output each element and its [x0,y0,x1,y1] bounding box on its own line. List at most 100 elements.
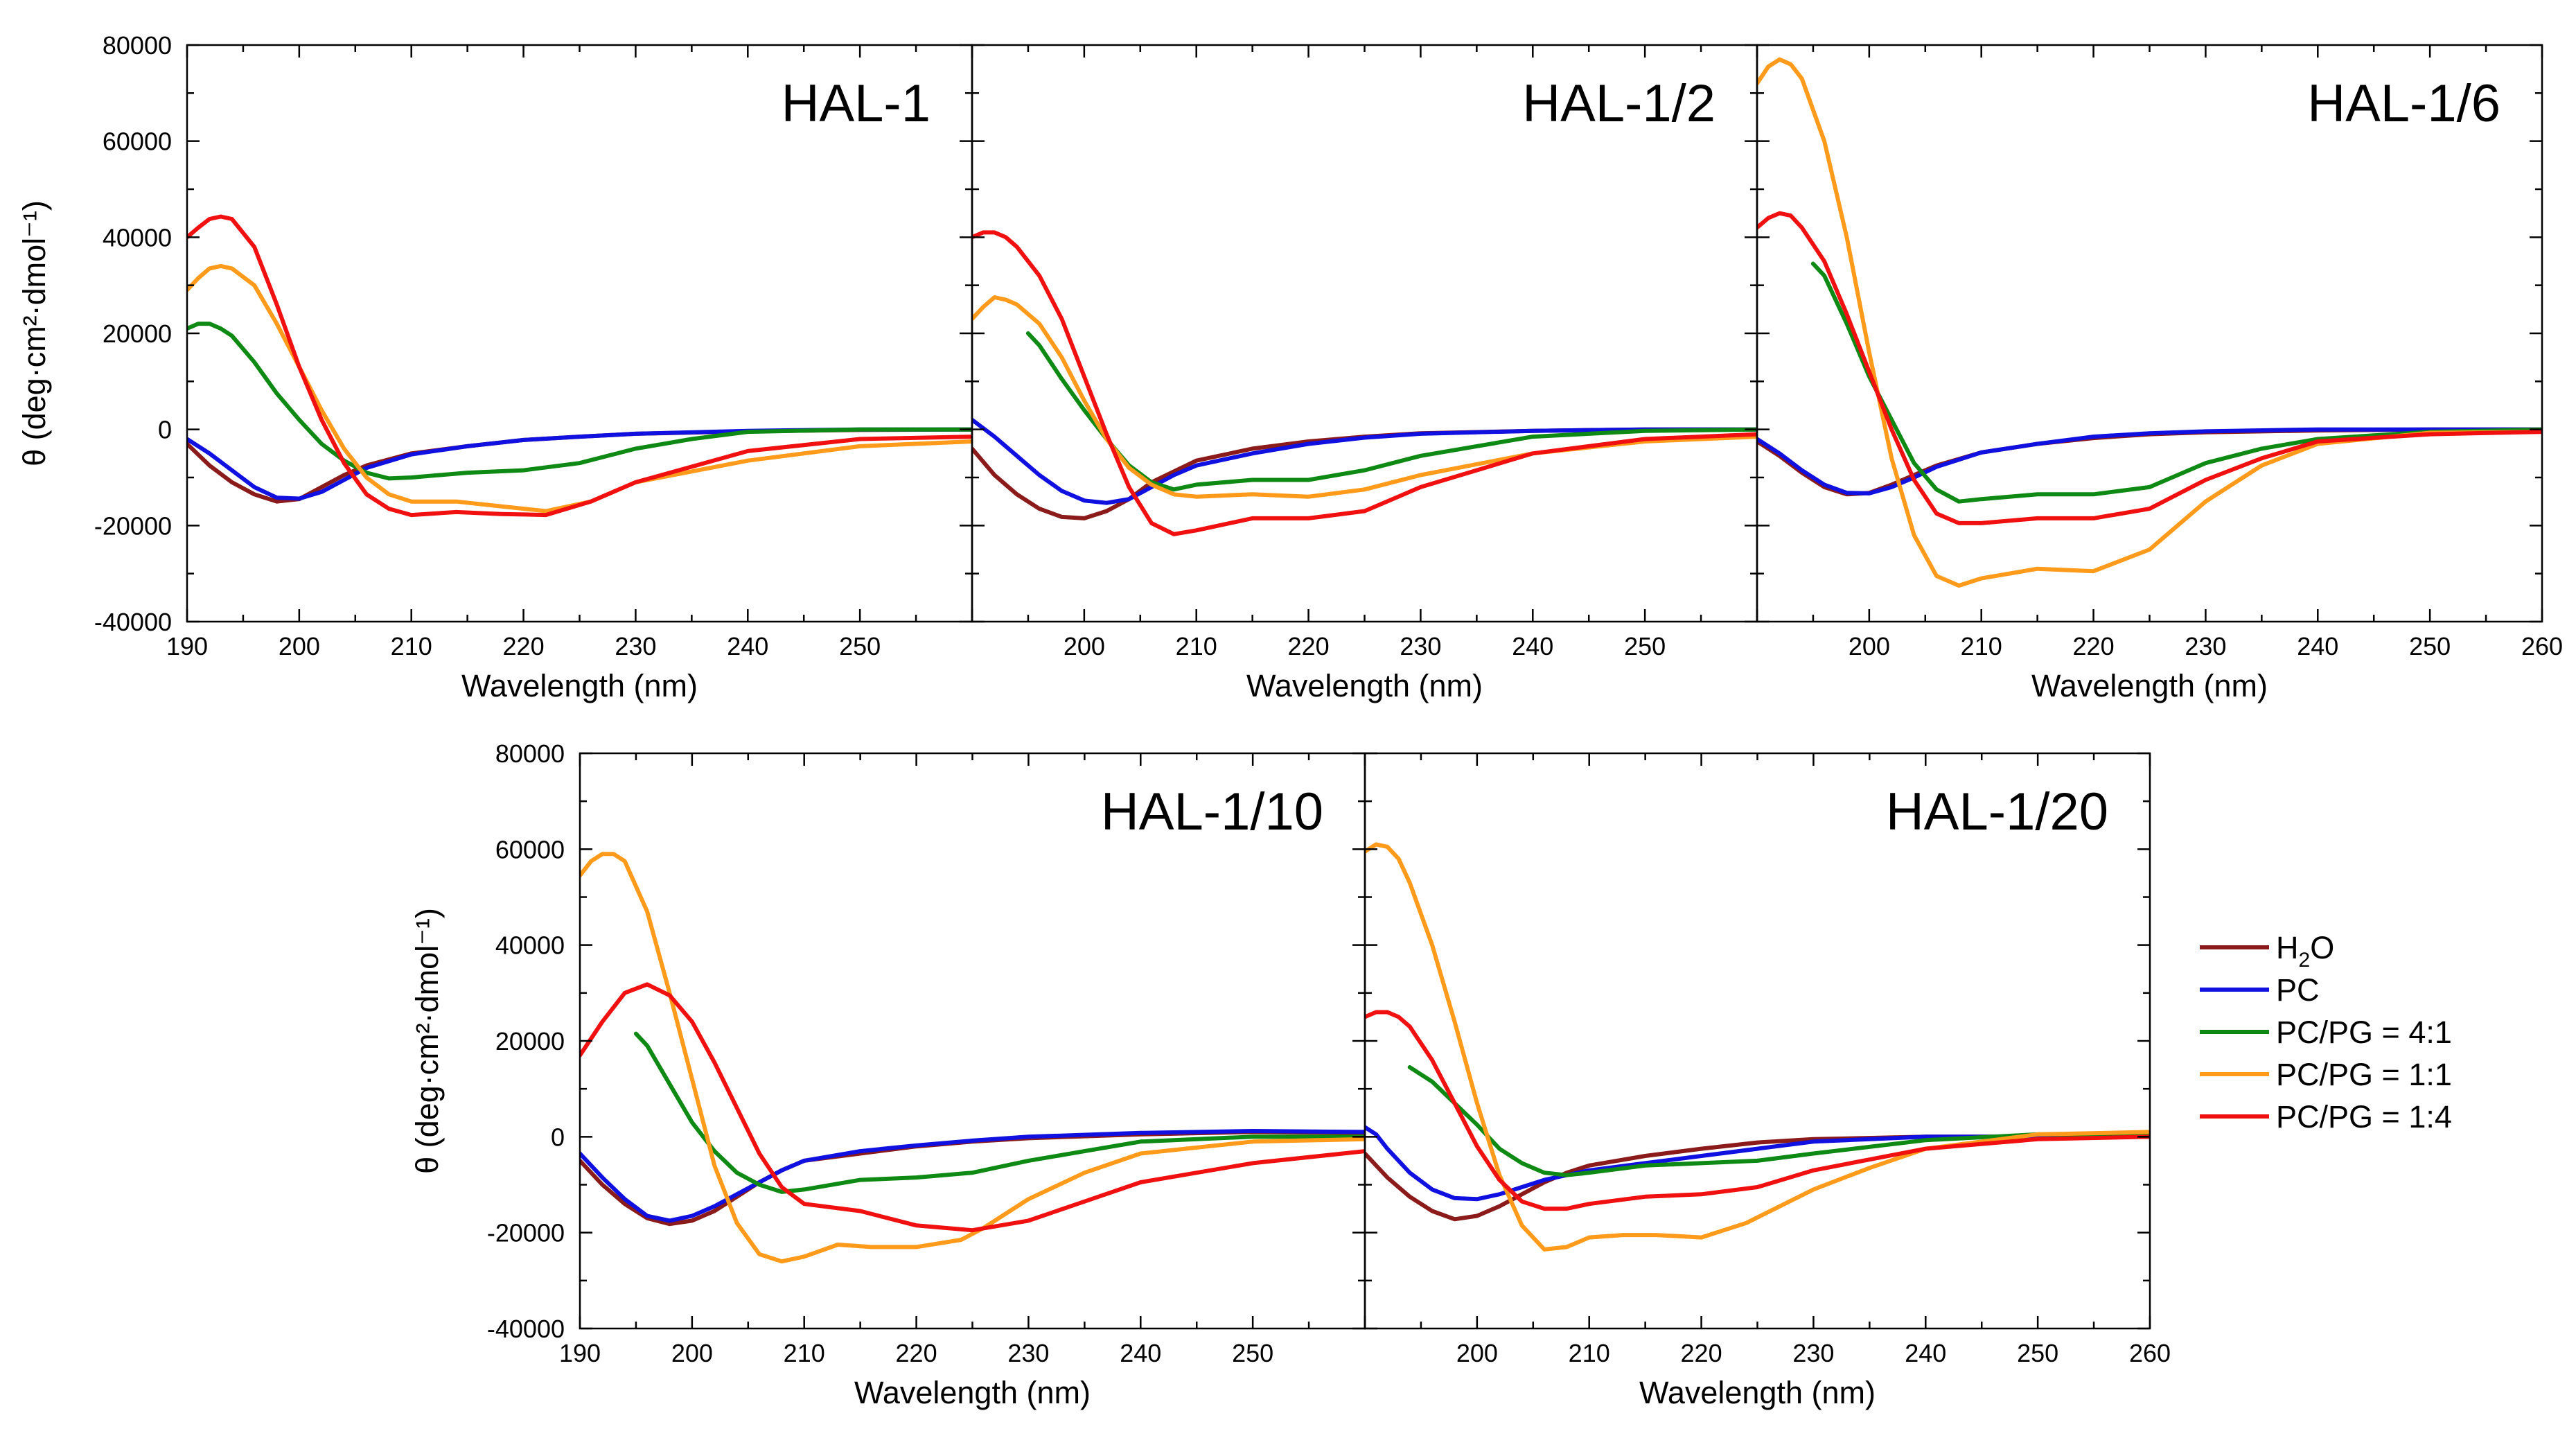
series-group [972,230,1757,536]
y-axis-title: θ (deg·cm²·dmol⁻¹) [409,908,445,1174]
series-line-pcpg11 [187,263,972,514]
panel-title: HAL-1 [782,74,930,133]
series-line-pcpg41 [1407,1065,2150,1177]
panel-title: HAL-1/10 [1101,782,1323,841]
series-line-pc [187,427,972,501]
series-group [187,214,972,518]
x-tick-label: 210 [1569,1339,1610,1367]
x-tick-label: 240 [2297,632,2338,660]
series-group [1757,57,2542,588]
x-tick-label: 230 [1792,1339,1834,1367]
panel-p4: 190 200 210 220 230 240 250 Wavelength (nm) 8000… [409,739,1366,1410]
y-tick-label: -40000 [94,608,172,636]
series-line-h2o [1757,427,2542,497]
x-tick-label: 250 [2409,632,2451,660]
legend-item-h2o: H2O [2200,930,2334,972]
series-line-pcpg11 [1365,842,2150,1252]
x-tick-label: 200 [1064,632,1105,660]
series-line-pcpg14 [187,214,972,518]
x-tick-label: 250 [1232,1339,1273,1367]
y-tick-label: 40000 [103,223,172,252]
x-tick-label: 200 [1849,632,1890,660]
panel-title: HAL-1/6 [2307,74,2500,133]
series-line-pcpg41 [187,322,972,481]
series-line-h2o [580,1130,1365,1227]
y-tick-label: -40000 [487,1315,565,1343]
series-group [580,852,1365,1264]
y-tick-label: 20000 [103,319,172,348]
series-line-pc [580,1129,1365,1223]
y-tick-label: 0 [551,1123,565,1151]
x-tick-label: 190 [166,632,208,660]
x-tick-label: 260 [2521,632,2563,660]
x-tick-label: 230 [2185,632,2226,660]
y-tick-label: 60000 [495,835,565,863]
panel-p1: 190 200 210 220 230 240 250 Wavelength (nm) 8000… [17,31,973,703]
series-line-pcpg14 [580,982,1365,1233]
series-line-pcpg41 [1025,331,1757,492]
x-tick-label: 250 [2017,1339,2058,1367]
x-tick-label: 240 [727,632,768,660]
legend-label: PC/PG = 4:1 [2276,1015,2452,1050]
y-tick-label: 80000 [103,31,172,60]
panel-p3: 200 210 220 230 240 250 260 Wavelength (nm) HAL-… [1756,44,2563,703]
legend-label: PC [2276,972,2320,1008]
series-line-pcpg41 [633,1031,1365,1194]
x-tick-label: 200 [1456,1339,1498,1367]
x-tick-label: 220 [503,632,545,660]
series-line-pcpg14 [1365,1010,2150,1211]
legend-label: PC/PG = 1:1 [2276,1057,2452,1092]
x-tick-label: 210 [391,632,432,660]
x-axis-title: Wavelength (nm) [2031,668,2268,703]
series-line-pc [1757,427,2542,496]
y-tick-label: 80000 [495,739,565,768]
y-tick-label: -20000 [487,1219,565,1247]
panel-title: HAL-1/20 [1886,782,2108,841]
x-tick-label: 210 [1961,632,2002,660]
panel-p2: 200 210 220 230 240 250 Wavelength (nm) HAL-1/2 [971,44,1758,703]
series-line-pc [1365,1125,2150,1202]
y-tick-label: 60000 [103,128,172,156]
x-axis-title: Wavelength (nm) [1639,1375,1876,1410]
series-group [1365,842,2150,1252]
x-tick-label: 260 [2129,1339,2171,1367]
series-line-pcpg14 [1757,211,2542,525]
chart-panels: 190 200 210 220 230 240 250 Wavelength (nm) 8000… [17,31,2563,1410]
x-axis-title: Wavelength (nm) [461,668,698,703]
legend-label: H2O [2276,930,2334,972]
x-axis-title: Wavelength (nm) [1246,668,1483,703]
x-tick-label: 190 [559,1339,601,1367]
x-tick-label: 210 [1176,632,1217,660]
legend-label: PC/PG = 1:4 [2276,1099,2452,1134]
x-tick-label: 220 [2073,632,2115,660]
y-tick-label: 20000 [495,1027,565,1055]
y-axis-title: θ (deg·cm²·dmol⁻¹) [17,200,52,466]
x-tick-label: 200 [671,1339,713,1367]
x-tick-label: 230 [1400,632,1441,660]
x-tick-label: 230 [615,632,656,660]
x-tick-label: 250 [839,632,881,660]
x-axis-title: Wavelength (nm) [854,1375,1091,1410]
legend-item-pcpg14: PC/PG = 1:4 [2200,1099,2452,1134]
x-tick-label: 230 [1007,1339,1049,1367]
x-tick-label: 250 [1624,632,1666,660]
y-tick-label: -20000 [94,511,172,540]
series-line-pcpg14 [972,230,1757,536]
legend-item-pcpg11: PC/PG = 1:1 [2200,1057,2452,1092]
x-tick-label: 240 [1905,1339,1946,1367]
x-tick-label: 240 [1512,632,1553,660]
x-tick-label: 210 [784,1339,825,1367]
x-tick-label: 220 [1288,632,1330,660]
series-line-pcpg11 [580,852,1365,1264]
series-line-pcpg11 [972,295,1757,499]
y-tick-label: 40000 [495,931,565,960]
x-tick-label: 200 [279,632,320,660]
panel-title: HAL-1/2 [1522,74,1715,133]
x-tick-label: 220 [1681,1339,1722,1367]
series-line-pcpg41 [1810,261,2542,504]
series-line-pc [972,417,1757,505]
x-tick-label: 240 [1120,1339,1161,1367]
legend-item-pcpg41: PC/PG = 4:1 [2200,1015,2452,1050]
